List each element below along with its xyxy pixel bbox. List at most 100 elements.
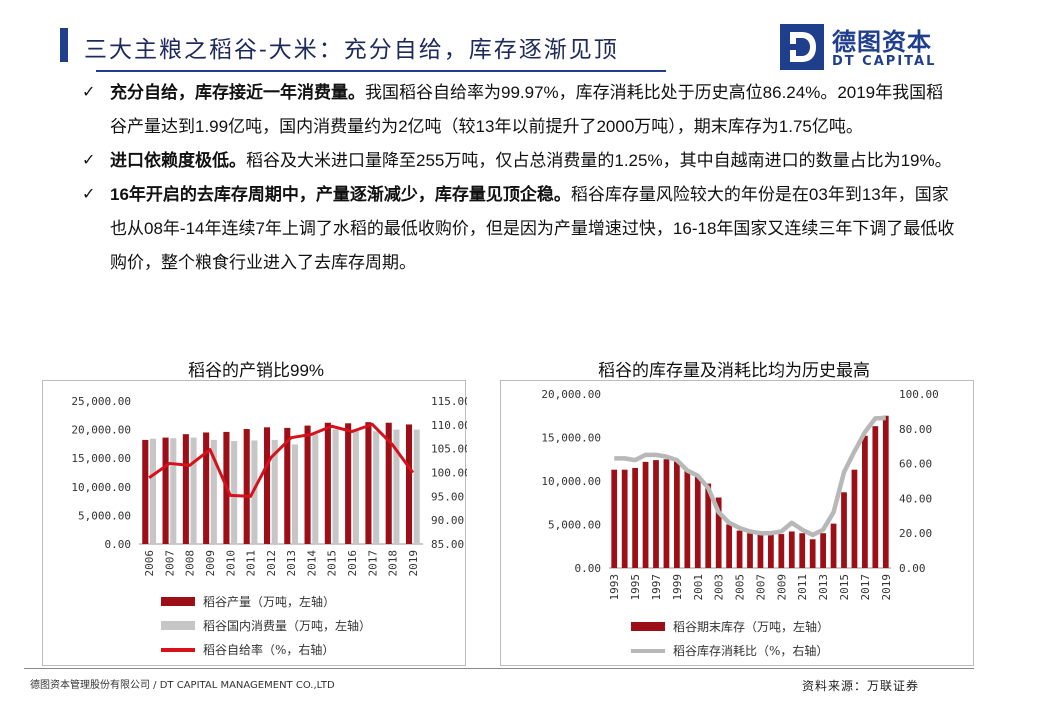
bar (642, 461, 649, 568)
rice-stock-ratio-chart: 0.00 5,000.00 10,000.00 15,000.00 20,000.00 0… (541, 388, 939, 658)
x-tick-label: 2009 (775, 574, 788, 601)
bar (768, 534, 774, 568)
checkmark-icon: ✓ (82, 84, 96, 101)
right-axis-tick-label: 80.00 (899, 423, 932, 436)
bullet-heading: 进口依赖度极低。 (110, 151, 246, 170)
left-axis-tick-label: 15,000.00 (541, 432, 601, 445)
logo-chinese-name: 德图资本 (832, 28, 932, 56)
left-axis-tick-label: 15,000.00 (71, 452, 131, 465)
right-axis-tick-label: 40.00 (899, 492, 932, 505)
bullet-heading: 充分自给，库存接近一年消费量。 (110, 83, 365, 102)
x-tick-label: 2012 (265, 550, 278, 577)
x-tick-label: 2010 (224, 550, 237, 577)
x-tick-label: 2006 (143, 550, 156, 577)
bar (304, 425, 311, 544)
x-tick-label: 2019 (407, 550, 420, 577)
legend-swatch (631, 622, 665, 631)
bar (385, 422, 392, 544)
x-tick-label: 2001 (692, 574, 705, 601)
bar (632, 467, 638, 568)
legend-label: 稻谷自给率（%，右轴） (203, 642, 334, 657)
bar (271, 439, 278, 544)
right-axis-tick-label: 95.00 (431, 490, 464, 503)
bar (405, 424, 413, 544)
bar (851, 469, 858, 568)
x-tick-label: 2003 (713, 574, 726, 601)
right-axis-tick-label: 110.00 (431, 419, 467, 432)
bar (820, 533, 826, 568)
left-chart-title: 稻谷的产销比99% (188, 361, 325, 380)
bullet-body: 我国稻谷自给率为99.97%，库存消耗比处于历史高位86.24%。2019年我国… (110, 83, 944, 136)
bar (799, 533, 806, 568)
bar (142, 439, 149, 544)
bar (263, 427, 271, 544)
bar (788, 531, 795, 568)
bar (747, 533, 753, 568)
bar (705, 483, 712, 568)
bullet-item: ✓ 充分自给，库存接近一年消费量。我国稻谷自给率为99.97%，库存消耗比处于历… (78, 76, 958, 144)
x-tick-label: 2013 (285, 550, 298, 577)
bar (830, 523, 837, 568)
legend-label: 稻谷期末库存（万吨，左轴） (673, 619, 829, 634)
bar (190, 437, 197, 544)
logo-english-name: DT CAPITAL (832, 54, 937, 69)
x-tick-label: 1995 (629, 574, 642, 601)
right-axis-tick-label: 100.00 (899, 388, 939, 401)
checkmark-icon: ✓ (82, 152, 96, 169)
left-axis-tick-label: 20,000.00 (541, 388, 601, 401)
x-tick-label: 1999 (671, 574, 684, 601)
right-axis-tick-label: 0.00 (899, 562, 926, 575)
bar (778, 534, 785, 568)
dt-logo-icon (780, 24, 824, 70)
x-tick-label: 1997 (650, 574, 663, 601)
bar (862, 435, 868, 568)
legend-swatch (161, 621, 195, 630)
bar (872, 426, 879, 568)
left-axis-tick-label: 20,000.00 (71, 424, 131, 437)
bar (882, 415, 889, 568)
left-axis-tick-label: 10,000.00 (541, 475, 601, 488)
x-tick-label: 2015 (838, 574, 851, 601)
x-tick-label: 2014 (305, 550, 318, 577)
bar (841, 492, 847, 568)
bar (203, 432, 210, 544)
right-axis-tick-label: 105.00 (431, 443, 467, 456)
right-chart-title: 稻谷的库存量及消耗比均为历史最高 (598, 361, 870, 380)
bullet-list: ✓ 充分自给，库存接近一年消费量。我国稻谷自给率为99.97%，库存消耗比处于历… (78, 76, 958, 280)
bar (413, 429, 420, 544)
bar (653, 460, 659, 568)
bullet-item: ✓ 进口依赖度极低。稻谷及大米进口量降至255万吨，仅占总消费量的1.25%，其… (78, 144, 958, 178)
bar (170, 438, 177, 544)
footer-divider (24, 668, 974, 669)
bar (210, 439, 217, 544)
x-tick-label: 2017 (859, 574, 872, 601)
bar (345, 423, 352, 544)
left-axis-tick-label: 0.00 (575, 562, 602, 575)
bullet-body: 稻谷库存量风险较大的年份是在03年到13年，国家也从08年-14年连续7年上调了… (110, 185, 955, 272)
bar (757, 534, 764, 568)
right-axis-tick-label: 90.00 (431, 514, 464, 527)
legend-label: 稻谷产量（万吨，左轴） (203, 594, 335, 609)
footer-source: 资料来源：万联证券 (802, 679, 920, 693)
bullet-heading: 16年开启的去库存周期中，产量逐渐减少，库存量见顶企稳。 (110, 185, 571, 204)
bar (393, 429, 400, 544)
bar (715, 497, 722, 568)
bar (621, 469, 628, 568)
x-tick-label: 2013 (817, 574, 830, 601)
right-axis-tick-label: 20.00 (899, 527, 932, 540)
right-chart-frame: 0.00 5,000.00 10,000.00 15,000.00 20,000.00 0… (500, 380, 974, 666)
legend-swatch (161, 597, 195, 606)
bar (231, 441, 238, 544)
x-tick-label: 2016 (346, 550, 359, 577)
bar (251, 440, 258, 544)
right-axis-tick-label: 85.00 (431, 538, 464, 551)
bar (611, 469, 618, 568)
right-axis-tick-label: 100.00 (431, 467, 467, 480)
bar (373, 431, 380, 544)
bar (291, 444, 299, 544)
checkmark-icon: ✓ (82, 186, 96, 203)
bar (324, 422, 331, 544)
rice-production-consumption-chart: 0.00 5,000.00 10,000.00 15,000.00 20,000.00 2… (71, 395, 467, 657)
bar (243, 429, 250, 544)
series-line (614, 415, 886, 538)
